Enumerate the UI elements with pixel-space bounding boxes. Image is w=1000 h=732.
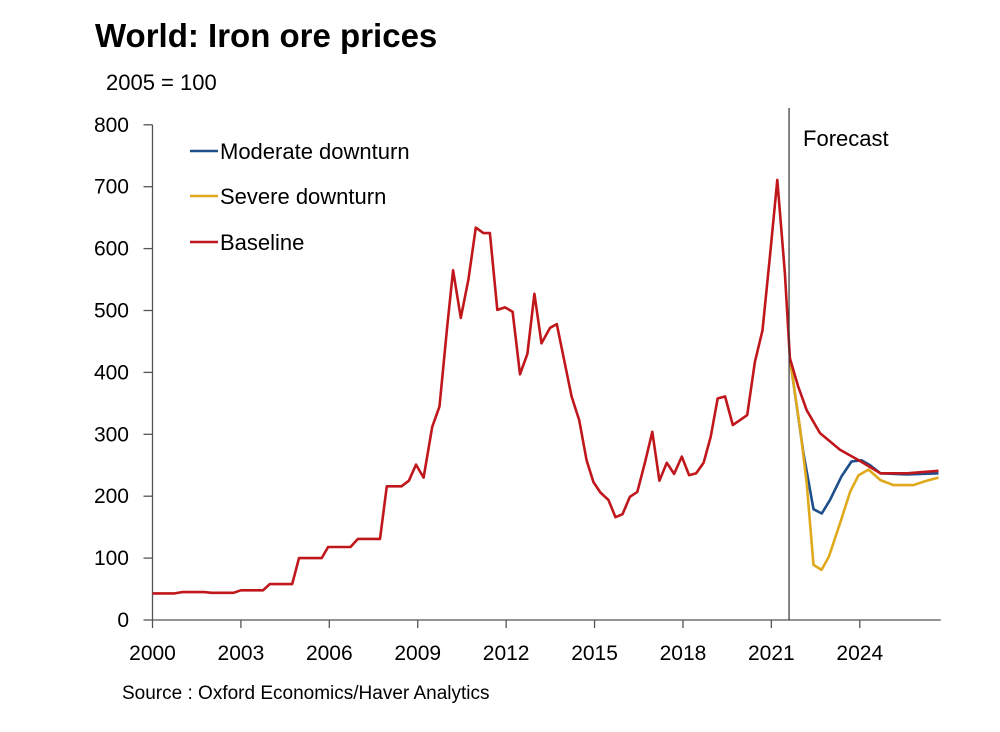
y-tick-label: 400: [94, 361, 129, 384]
y-tick-label: 500: [94, 300, 129, 323]
y-tick-label: 0: [117, 609, 129, 632]
source-note: Source : Oxford Economics/Haver Analytic…: [122, 683, 489, 704]
axes: 0 100 200 300 400 500 600 700 800 2000 2003 2006 200…: [94, 114, 941, 665]
y-tick-label: 300: [94, 423, 129, 446]
y-tick-label: 800: [94, 114, 129, 137]
forecast-label: Forecast: [803, 126, 889, 151]
x-tick-label: 2000: [129, 642, 176, 665]
x-tick-label: 2021: [748, 642, 795, 665]
chart-subtitle: 2005 = 100: [106, 70, 217, 95]
x-tick-label: 2024: [836, 642, 883, 665]
x-tick-label: 2018: [660, 642, 707, 665]
x-tick-label: 2003: [218, 642, 265, 665]
x-tick-label: 2006: [306, 642, 353, 665]
x-tick-label: 2009: [394, 642, 441, 665]
series-line-severe-downturn: [788, 358, 939, 572]
y-tick-label: 100: [94, 547, 129, 570]
y-tick-label: 200: [94, 485, 129, 508]
legend-label: Baseline: [220, 230, 304, 255]
legend-label: Severe downturn: [220, 184, 386, 209]
legend: Moderate downturn Severe downturn Baseline: [190, 139, 410, 255]
x-tick-label: 2012: [483, 642, 530, 665]
x-tick-label: 2015: [571, 642, 618, 665]
chart-title: World: Iron ore prices: [95, 17, 437, 54]
series-line-moderate-downturn: [788, 358, 939, 515]
y-tick-label: 600: [94, 238, 129, 261]
legend-label: Moderate downturn: [220, 139, 410, 164]
series-line-baseline: [152, 178, 939, 595]
y-tick-label: 700: [94, 176, 129, 199]
series-lines: [152, 178, 939, 595]
